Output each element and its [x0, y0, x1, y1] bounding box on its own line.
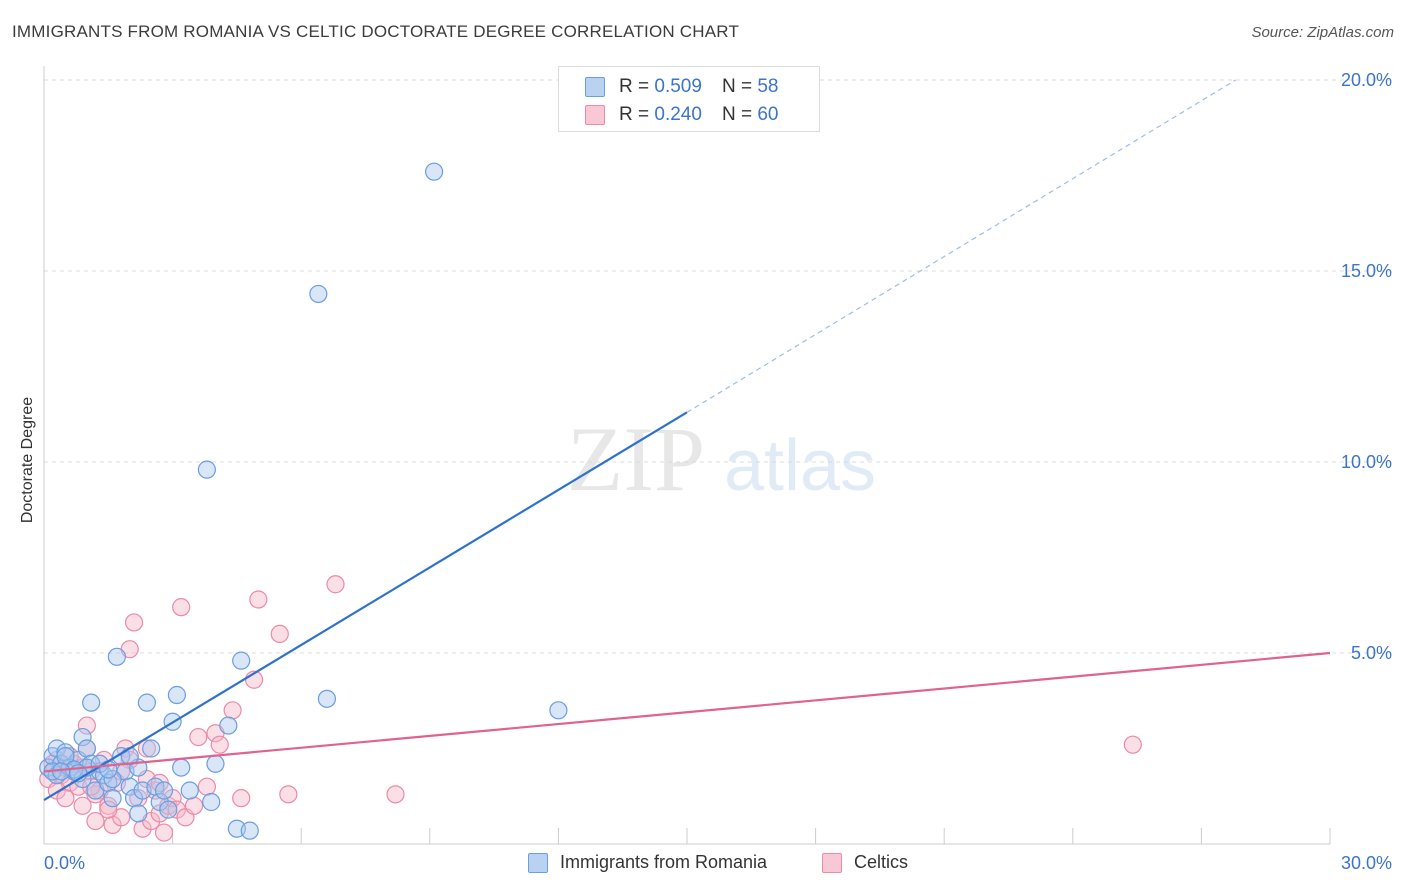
celtics-trend-line [43, 651, 1331, 773]
celtics-point [270, 624, 289, 644]
legend-n-value-romania: 58 [757, 76, 779, 97]
y-tick-label: 5.0% [1351, 643, 1392, 663]
bottom-legend-label-romania: Immigrants from Romania [560, 852, 768, 872]
romania-point [180, 781, 199, 800]
legend-row-celtics: R = 0.240 N = 60 [559, 101, 778, 129]
watermark-atlas: atlas [724, 426, 876, 506]
romania-point [73, 727, 92, 747]
watermark: ZIP atlas [567, 408, 876, 510]
legend-r-value-romania: 0.509 [654, 76, 702, 97]
celtics-point [172, 598, 191, 617]
romania-point [424, 162, 444, 181]
romania-point [549, 701, 568, 720]
romania-point [167, 685, 186, 705]
y-tick-label: 10.0% [1341, 452, 1392, 472]
x-tick-label: 30.0% [1341, 853, 1392, 873]
romania-trend-line [43, 411, 688, 802]
y-tick-label: 15.0% [1341, 261, 1392, 281]
chart-title: IMMIGRANTS FROM ROMANIA VS CELTIC DOCTOR… [12, 22, 740, 41]
x-tick-label: 0.0% [44, 853, 85, 873]
correlation-legend: R = 0.509 N = 58 R = 0.240 N = 60 [558, 66, 820, 132]
celtics-point [154, 823, 174, 842]
legend-n-label: N = [721, 104, 753, 125]
celtics-point [56, 789, 75, 808]
romania-point [317, 689, 337, 708]
romania-trend-extension [686, 79, 1237, 413]
celtics-point [210, 735, 229, 754]
bottom-legend-romania: Immigrants from Romania [528, 852, 767, 873]
romania-point [99, 760, 118, 779]
celtics-points [39, 575, 1142, 842]
celtics-point [223, 701, 242, 720]
romania-point [107, 647, 126, 666]
legend-row-romania: R = 0.509 N = 58 [559, 73, 778, 101]
legend-r-label: R = [619, 76, 650, 97]
celtics-point [137, 739, 156, 758]
legend-r-label: R = [619, 104, 650, 125]
romania-point [142, 739, 161, 758]
celtics-point [189, 727, 208, 747]
celtics-point [1123, 735, 1142, 754]
celtics-point [73, 796, 92, 815]
legend-n-label: N = [721, 76, 753, 97]
romania-point [197, 460, 216, 479]
tick-labels: 5.0% 10.0% 15.0% 20.0% 0.0% 30.0% [44, 70, 1392, 873]
bottom-legend-celtics: Celtics [822, 852, 908, 873]
romania-point [103, 769, 122, 789]
celtics-point [184, 796, 204, 815]
celtics-point [86, 811, 105, 831]
celtics-point [249, 590, 268, 609]
romania-point [137, 693, 156, 712]
celtics-point [386, 785, 405, 804]
romania-point [172, 758, 191, 777]
romania-point [82, 693, 101, 712]
celtics-point [197, 777, 216, 796]
romania-point [159, 800, 178, 819]
bottom-legend-swatch-blue [528, 852, 548, 873]
source-label: Source: ZipAtlas.com [1251, 24, 1394, 41]
romania-point [206, 754, 225, 773]
romania-point [202, 792, 221, 812]
celtics-point [326, 575, 345, 594]
legend-n-value-celtics: 60 [757, 104, 779, 125]
grid-lines [44, 79, 1390, 654]
romania-point [309, 284, 328, 304]
celtics-point [232, 789, 251, 808]
legend-r-value-celtics: 0.240 [654, 104, 702, 125]
romania-point [232, 651, 251, 670]
watermark-zip: ZIP [567, 408, 705, 510]
romania-points [39, 162, 568, 840]
romania-point [154, 781, 174, 800]
romania-point [240, 821, 259, 840]
trend-lines [43, 79, 1331, 802]
y-tick-label: 20.0% [1341, 70, 1392, 90]
legend-swatch-blue [585, 77, 605, 97]
celtics-point [124, 613, 144, 632]
romania-point [219, 716, 238, 735]
celtics-point [77, 716, 96, 735]
axes [43, 66, 1331, 845]
legend-swatch-pink [585, 105, 605, 125]
celtics-point [99, 800, 118, 819]
romania-point [103, 789, 122, 808]
bottom-legend-label-celtics: Celtics [854, 852, 909, 872]
romania-point [129, 804, 148, 823]
romania-point [77, 739, 96, 758]
celtics-point [279, 785, 298, 804]
bottom-legend-swatch-pink [822, 852, 842, 873]
